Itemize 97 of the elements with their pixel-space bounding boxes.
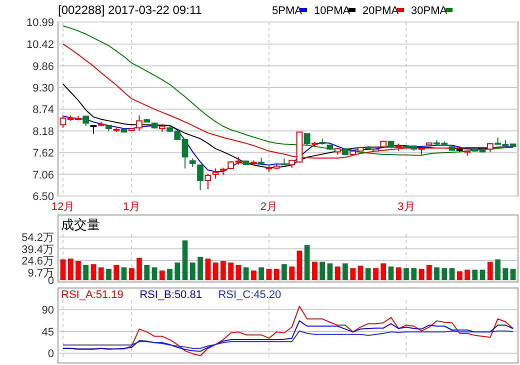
- legend-label: 30PMA: [411, 5, 448, 17]
- bar: [373, 268, 378, 280]
- bar: [442, 268, 448, 280]
- legend-label: 10PMA: [314, 5, 351, 17]
- bar: [167, 268, 172, 280]
- bar: [212, 262, 218, 280]
- bar: [220, 260, 226, 280]
- bar: [289, 266, 294, 280]
- bar: [418, 268, 424, 280]
- candlestick: [204, 173, 212, 190]
- y-tick-label: 8.18: [32, 126, 54, 138]
- bar: [106, 268, 112, 280]
- bar: [144, 264, 150, 280]
- bar: [456, 271, 462, 280]
- y-tick-label: 10.99: [26, 17, 54, 29]
- bar: [266, 268, 272, 280]
- line-series: [62, 44, 514, 159]
- bar: [350, 268, 356, 280]
- bar: [121, 267, 127, 280]
- y-tick-label: 6.50: [32, 191, 54, 203]
- bar: [510, 268, 516, 280]
- bar: [304, 245, 310, 280]
- bar: [60, 259, 66, 280]
- bar: [411, 268, 417, 280]
- y-tick-label: 54.2万: [22, 232, 54, 244]
- bar: [296, 250, 302, 280]
- bar: [236, 264, 242, 280]
- bar: [258, 267, 264, 280]
- bar: [198, 257, 203, 280]
- bar: [205, 258, 211, 280]
- bar: [228, 262, 234, 280]
- bar: [449, 268, 455, 280]
- bar: [128, 268, 134, 280]
- bar: [312, 262, 318, 280]
- y-tick-label: 7.62: [32, 148, 54, 160]
- y-tick-label: 9.30: [32, 82, 54, 94]
- legend-label: 20PMA: [362, 5, 400, 17]
- x-tick-label: 12月: [51, 201, 75, 213]
- x-tick-label: 1月: [123, 201, 140, 213]
- chart-title: 成交量: [61, 217, 100, 232]
- bar: [495, 259, 500, 280]
- x-tick-label: 3月: [398, 201, 415, 213]
- bar: [68, 258, 74, 280]
- bar: [83, 264, 89, 280]
- y-tick-label: 24.6万: [22, 255, 54, 268]
- y-tick-label: 10.42: [26, 39, 54, 52]
- bar: [487, 262, 493, 280]
- line-series: [62, 320, 514, 352]
- bar: [243, 267, 249, 280]
- candlestick: [212, 168, 219, 180]
- bar: [136, 258, 142, 280]
- bar: [327, 263, 333, 280]
- bar: [434, 267, 440, 280]
- bar: [396, 267, 402, 280]
- x-tick-label: 2月: [260, 201, 278, 213]
- bar: [342, 263, 348, 280]
- text: RSI_B:50.81: [140, 289, 202, 301]
- line-series: [62, 25, 514, 156]
- bar: [274, 268, 280, 280]
- line-series: [62, 330, 514, 349]
- bar: [76, 260, 81, 280]
- bar: [480, 270, 486, 280]
- bar: [472, 270, 478, 280]
- bar: [502, 268, 508, 280]
- bar: [388, 266, 394, 280]
- bar: [251, 270, 256, 280]
- bar: [358, 266, 364, 280]
- candlestick: [197, 164, 204, 191]
- bar: [98, 267, 104, 280]
- chart-title: [002288] 2017-03-22 09:11: [58, 3, 202, 17]
- bar: [380, 263, 386, 280]
- bar: [426, 264, 432, 280]
- y-tick-label: 39.4万: [22, 244, 54, 256]
- bar: [182, 240, 188, 280]
- bar: [464, 270, 470, 280]
- y-tick-label: 9.86: [32, 60, 54, 73]
- bar: [282, 264, 287, 280]
- candlestick: [82, 115, 90, 126]
- y-tick-label: 45: [42, 326, 54, 338]
- bar: [365, 268, 371, 280]
- y-tick-label: 0: [48, 348, 54, 360]
- y-tick-label: 90: [42, 304, 54, 317]
- bar: [334, 266, 340, 280]
- bar: [320, 262, 325, 280]
- bar: [190, 262, 196, 280]
- candlestick: [304, 133, 310, 146]
- bar: [152, 267, 158, 280]
- legend-label: 5PMA: [272, 5, 303, 17]
- text: RSI_A:51.19: [61, 289, 124, 301]
- bar: [90, 264, 96, 280]
- bar: [404, 268, 409, 280]
- bar: [159, 270, 165, 280]
- y-tick-label: 7.06: [32, 169, 54, 182]
- y-tick-label: 8.74: [32, 104, 54, 116]
- bar: [174, 262, 180, 280]
- bar: [114, 264, 120, 280]
- text: RSI_C:45.20: [218, 289, 282, 301]
